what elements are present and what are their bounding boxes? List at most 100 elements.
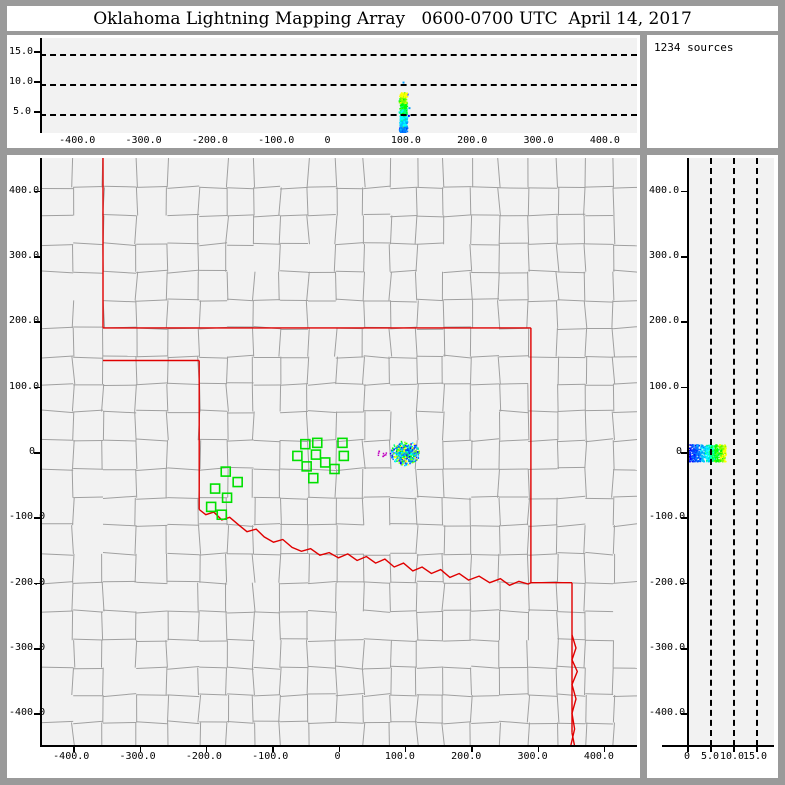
ytick-label: 0 xyxy=(676,446,683,457)
xtick-label: 300.0 xyxy=(517,751,548,762)
tick-mark xyxy=(681,256,688,258)
tick-mark xyxy=(34,386,41,389)
xtick-label: -200.0 xyxy=(191,135,228,146)
height-north-scatter xyxy=(688,444,727,463)
xtick-label: 0 xyxy=(324,135,331,146)
plan-view-map-panel[interactable]: -400.0 -300.0 -200.0 -100.0 0 100.0 200.0 300.0… xyxy=(7,155,640,778)
gridline-15km xyxy=(756,158,758,746)
map-plot-area[interactable] xyxy=(40,158,637,746)
tick-mark xyxy=(139,746,141,752)
xtick-label: -300.0 xyxy=(125,135,162,146)
ytick-mark xyxy=(34,81,41,83)
tick-mark xyxy=(681,386,688,389)
xtick-label: -300.0 xyxy=(119,751,156,762)
ytick-label: 100.0 xyxy=(9,380,40,392)
xtick-label: -100.0 xyxy=(252,751,289,762)
tick-mark xyxy=(34,256,41,258)
tick-mark xyxy=(34,517,41,519)
ytick-label: -200.0 xyxy=(649,576,686,588)
xtick-label: 400.0 xyxy=(589,135,620,146)
height-vs-north-panel[interactable]: -400.0 -300.0 -200.0 -100.0 0 100.0 200.0 300.0… xyxy=(647,155,778,778)
tick-mark xyxy=(733,746,735,752)
time-height-yaxis xyxy=(40,38,42,145)
tick-mark xyxy=(681,648,688,650)
tick-mark xyxy=(34,321,41,323)
tick-mark xyxy=(537,746,539,752)
ytick-label: -400.0 xyxy=(649,707,686,719)
ytick-label: 5.0 xyxy=(13,106,32,117)
sources-count-label: 1234 sources xyxy=(654,41,734,54)
tick-mark xyxy=(34,582,41,585)
ytick-label: 0 xyxy=(29,446,36,457)
xtick-label: -100.0 xyxy=(258,135,295,146)
tick-mark xyxy=(681,190,688,193)
tick-mark xyxy=(272,746,274,752)
xtick-label: 5.0 xyxy=(701,751,720,762)
ytick-mark xyxy=(34,111,41,113)
time-height-panel[interactable]: 15.0 10.0 5.0 0 xyxy=(7,35,640,148)
tick-mark xyxy=(471,746,473,752)
tick-mark xyxy=(681,713,688,715)
xtick-label: 200.0 xyxy=(457,135,488,146)
tick-mark xyxy=(338,746,340,752)
sources-count-panel: 1234 sources xyxy=(647,35,778,148)
ytick-label: -200.0 xyxy=(9,576,46,588)
xtick-label: 400.0 xyxy=(583,751,614,762)
ytick-label: 300.0 xyxy=(649,250,680,261)
ytick-label: 200.0 xyxy=(9,315,40,327)
xtick-label: 10.0 xyxy=(720,751,745,762)
ytick-label: -100.0 xyxy=(9,511,46,523)
ytick-label: 400.0 xyxy=(9,184,40,196)
tick-mark xyxy=(681,452,688,454)
time-height-xaxis-labels: -400.0 -300.0 -200.0 -100.0 0 100.0 200.0 300.0… xyxy=(7,133,640,148)
tick-mark xyxy=(34,452,41,454)
tick-mark xyxy=(603,746,606,752)
xtick-label: 15.0 xyxy=(743,751,768,762)
xtick-label: 100.0 xyxy=(390,135,421,146)
xtick-label: -400.0 xyxy=(59,135,96,146)
ytick-label: -100.0 xyxy=(649,511,686,523)
xtick-label: 0 xyxy=(684,751,691,762)
tick-mark xyxy=(681,582,688,585)
time-height-plot-area[interactable] xyxy=(40,38,637,145)
ytick-mark xyxy=(34,51,41,53)
tick-mark xyxy=(710,746,712,752)
tick-mark xyxy=(205,746,208,752)
height-north-xaxis xyxy=(662,745,774,747)
xtick-label: 200.0 xyxy=(451,751,482,762)
xtick-label: -400.0 xyxy=(53,751,90,762)
gridline-10 xyxy=(40,84,637,86)
ytick-label: -400.0 xyxy=(9,707,46,719)
ytick-label: 100.0 xyxy=(649,380,680,392)
xtick-label: 100.0 xyxy=(384,751,415,762)
tick-mark xyxy=(34,190,41,193)
xtick-label: 0 xyxy=(334,751,341,762)
tick-mark xyxy=(681,321,688,323)
ytick-label: -300.0 xyxy=(649,642,686,653)
ytick-label: 400.0 xyxy=(649,184,680,196)
ytick-label: -300.0 xyxy=(9,642,46,653)
map-xaxis xyxy=(40,745,637,747)
title-bar: Oklahoma Lightning Mapping Array 0600-07… xyxy=(7,6,778,31)
tick-mark xyxy=(756,746,758,752)
map-graphics xyxy=(40,158,637,746)
ytick-label: 200.0 xyxy=(649,315,680,327)
ytick-label: 10.0 xyxy=(9,76,34,87)
xtick-label: -200.0 xyxy=(185,751,222,762)
height-north-plot-area[interactable] xyxy=(687,158,774,746)
gridline-5km xyxy=(710,158,712,746)
tick-mark xyxy=(681,517,688,519)
gridline-10km xyxy=(733,158,735,746)
ytick-label: 300.0 xyxy=(9,250,40,261)
tick-mark xyxy=(34,713,41,715)
gridline-5 xyxy=(40,114,637,116)
tick-mark xyxy=(34,648,41,650)
gridline-15 xyxy=(40,54,637,56)
tick-mark xyxy=(404,746,407,752)
page-title: Oklahoma Lightning Mapping Array 0600-07… xyxy=(93,8,692,29)
ytick-label: 15.0 xyxy=(9,46,34,57)
tick-mark xyxy=(687,746,689,752)
xtick-label: 300.0 xyxy=(523,135,554,146)
tick-mark xyxy=(73,746,75,752)
